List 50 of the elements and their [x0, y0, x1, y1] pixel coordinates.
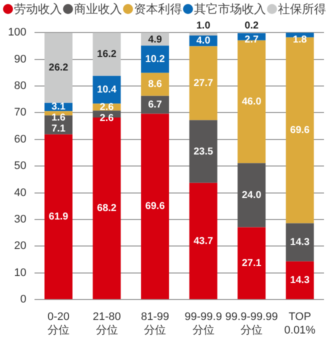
data-label: 24.0 — [242, 190, 262, 201]
data-label: 16.2 — [97, 48, 117, 60]
y-tick-label: 100 — [8, 26, 26, 39]
x-tick-label: 0-20 分位 — [47, 311, 70, 336]
data-label: 2.6 — [100, 102, 114, 113]
y-tick-label: 80 — [14, 80, 26, 92]
data-label: 8.6 — [148, 79, 162, 90]
data-label: 68.2 — [97, 203, 117, 214]
data-label: 23.5 — [194, 146, 214, 158]
y-tick-label: 90 — [14, 53, 26, 66]
data-label: 69.6 — [290, 125, 310, 136]
x-tick-label: 21-80 分位 — [92, 311, 121, 336]
y-tick-label: 0 — [20, 294, 26, 306]
data-label: 69.6 — [145, 201, 166, 212]
data-label: 27.1 — [242, 258, 262, 269]
x-tick-label: TOP 0.01% — [284, 311, 316, 336]
data-label: 7.1 — [52, 124, 66, 135]
y-tick-label: 50 — [14, 160, 26, 172]
data-label: 10.4 — [97, 84, 117, 96]
x-tick-label: 81-99 分位 — [140, 311, 170, 336]
y-tick-label: 30 — [14, 214, 26, 226]
data-label: 1.0 — [196, 20, 211, 32]
x-tick-label: 99-99.9 分位 — [184, 311, 222, 336]
data-label: 61.9 — [48, 211, 69, 222]
data-label: 2.6 — [100, 112, 114, 124]
y-tick-label: 70 — [14, 106, 26, 119]
data-label: 4.0 — [196, 36, 211, 47]
data-label: 46.0 — [242, 96, 262, 108]
legend-label: 资本利得 — [133, 0, 182, 18]
legend-label: 商业收入 — [73, 0, 122, 18]
data-label: 3.1 — [52, 102, 66, 113]
legend-label: 劳动收入 — [13, 0, 62, 18]
x-tick-label: 99.9-99.99 分位 — [225, 311, 278, 336]
data-label: 1.6 — [52, 112, 66, 124]
data-label: 43.7 — [194, 236, 214, 247]
legend-label: 社保所得 — [277, 0, 326, 18]
legend-label: 其它市场收入 — [193, 0, 266, 18]
data-label: 26.2 — [48, 62, 69, 74]
data-label: 0.2 — [244, 20, 259, 32]
y-tick-label: 10 — [14, 266, 26, 279]
data-label: 27.7 — [194, 78, 214, 89]
y-tick-label: 20 — [14, 240, 26, 252]
y-tick-label: 40 — [14, 186, 26, 199]
data-label: 14.3 — [290, 237, 310, 248]
data-label: 10.2 — [145, 54, 166, 66]
y-tick-label: 60 — [14, 133, 26, 146]
data-label: 4.9 — [148, 34, 162, 46]
data-label: 1.8 — [292, 34, 308, 46]
data-label: 6.7 — [148, 100, 162, 111]
data-label: 14.3 — [290, 275, 310, 286]
